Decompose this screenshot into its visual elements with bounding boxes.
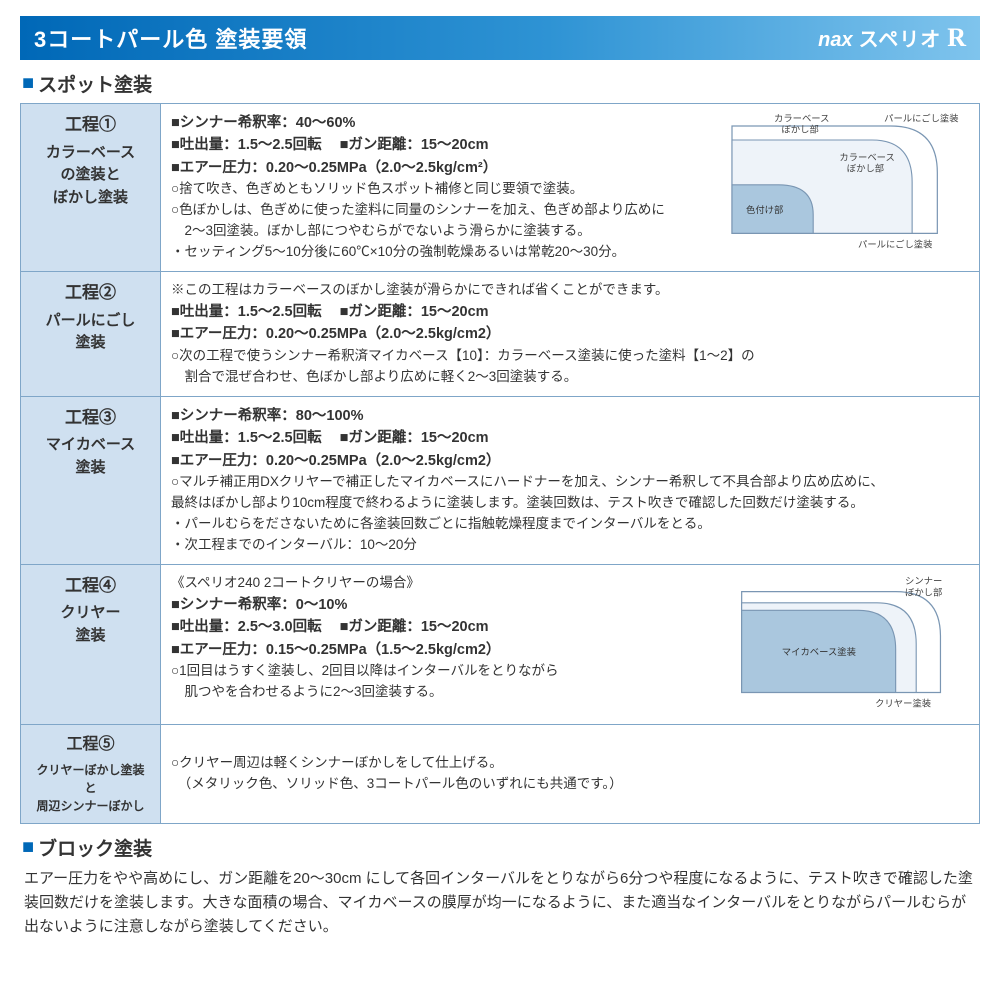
note-line: 割合で混ぜ合わせ、色ぼかし部より広めに軽く2〜3回塗装する。 xyxy=(171,367,969,388)
note-line: （メタリック色、ソリッド色、3コートパール色のいずれにも共通です。） xyxy=(171,774,969,795)
param-line: ■エアー圧力：0.20〜0.25MPa（2.0〜2.5kg/cm2） xyxy=(171,323,969,345)
note-line: ・パールむらをださないために各塗装回数ごとに指触乾燥程度までインターバルをとる。 xyxy=(171,514,969,535)
note-line: ・次工程までのインターバル：10〜20分 xyxy=(171,535,969,556)
note-line: ○捨て吹き、色ぎめともソリッド色スポット補修と同じ要領で塗装。 xyxy=(171,179,709,200)
param-line: ■吐出量：2.5〜3.0回転 xyxy=(171,619,322,635)
step-name: クリヤーぼかし塗装と xyxy=(31,761,150,797)
note-line: 最終はぼかし部より10cm程度で終わるように塗装します。塗装回数は、テスト吹きで… xyxy=(171,493,969,514)
step-name: ぼかし塗装 xyxy=(31,187,150,210)
note-line: 2〜3回塗装。ぼかし部につやむらがでないよう滑らかに塗装する。 xyxy=(171,221,709,242)
note-line: ○マルチ補正用DXクリヤーで補正したマイカベースにハードナーを加え、シンナー希釈… xyxy=(171,472,969,493)
svg-text:カラーベース: カラーベース xyxy=(774,113,830,123)
note-line: 《スペリオ240 2コートクリヤーの場合》 xyxy=(171,573,719,594)
param-line: ■ガン距離：15〜20cm xyxy=(340,619,489,635)
step-name: 塗装 xyxy=(31,625,150,648)
step-name: クリヤー xyxy=(31,602,150,625)
step-name: パールにごし xyxy=(31,310,150,333)
note-line: ○次の工程で使うシンナー希釈済マイカベース【10】：カラーベース塗装に使った塗料… xyxy=(171,346,969,367)
param-line: ■ガン距離：15〜20cm xyxy=(340,430,489,446)
param-line: ■シンナー希釈率：40〜60% xyxy=(171,112,709,134)
brand-nax: nax xyxy=(818,29,852,52)
param-line: ■エアー圧力：0.20〜0.25MPa（2.0〜2.5kg/cm2） xyxy=(171,450,969,472)
step-name: 塗装 xyxy=(31,457,150,480)
section1-text: スポット塗装 xyxy=(38,70,152,97)
param-line: ■エアー圧力：0.20〜0.25MPa（2.0〜2.5kg/cm²） xyxy=(171,157,709,179)
step-number: 工程② xyxy=(31,280,150,306)
step-name: の塗装と xyxy=(31,164,150,187)
svg-text:シンナー: シンナー xyxy=(905,576,942,586)
step3-label: 工程③ マイカベース 塗装 xyxy=(21,396,161,564)
step5-label: 工程⑤ クリヤーぼかし塗装と 周辺シンナーぼかし xyxy=(21,724,161,823)
param-line: ■ガン距離：15〜20cm xyxy=(340,137,489,153)
step4-content: 《スペリオ240 2コートクリヤーの場合》 ■シンナー希釈率：0〜10% ■吐出… xyxy=(161,564,980,724)
svg-text:ぼかし部: ぼかし部 xyxy=(781,124,818,135)
step-number: 工程⑤ xyxy=(31,733,150,757)
table-row: 工程② パールにごし 塗装 ※この工程はカラーベースのぼかし塗装が滑らかにできれ… xyxy=(21,272,980,397)
section-spot-label: ■ スポット塗装 xyxy=(22,70,980,97)
svg-text:クリヤー塗装: クリヤー塗装 xyxy=(875,697,931,708)
block-paint-text: エアー圧力をやや高めにし、ガン距離を20〜30cm にして各回インターバルをとり… xyxy=(20,867,980,939)
svg-text:ぼかし部: ぼかし部 xyxy=(847,163,884,174)
step-name: マイカベース xyxy=(31,434,150,457)
header-bar: 3コートパール色 塗装要領 nax スペリオ R xyxy=(20,16,980,60)
square-icon: ■ xyxy=(22,836,34,859)
step4-label: 工程④ クリヤー 塗装 xyxy=(21,564,161,724)
param-line: ■吐出量：1.5〜2.5回転 xyxy=(171,430,322,446)
table-row: 工程③ マイカベース 塗装 ■シンナー希釈率：80〜100% ■吐出量：1.5〜… xyxy=(21,396,980,564)
brand-sub: スペリオ xyxy=(859,23,942,52)
step5-content: ○クリヤー周辺は軽くシンナーぼかしをして仕上げる。 （メタリック色、ソリッド色、… xyxy=(161,724,980,823)
param-line: ■吐出量：1.5〜2.5回転 xyxy=(171,304,322,320)
step-number: 工程① xyxy=(31,112,150,138)
svg-text:色付け部: 色付け部 xyxy=(746,204,783,215)
step1-content: ■シンナー希釈率：40〜60% ■吐出量：1.5〜2.5回転 ■ガン距離：15〜2… xyxy=(161,104,980,272)
step-number: 工程③ xyxy=(31,405,150,431)
note-line: 肌つやを合わせるように2〜3回塗装する。 xyxy=(171,682,719,703)
table-row: 工程① カラーベース の塗装と ぼかし塗装 ■シンナー希釈率：40〜60% ■吐… xyxy=(21,104,980,272)
svg-text:マイカベース塗装: マイカベース塗装 xyxy=(782,646,856,657)
svg-text:ぼかし部: ぼかし部 xyxy=(905,586,942,597)
note-line: ○クリヤー周辺は軽くシンナーぼかしをして仕上げる。 xyxy=(171,753,969,774)
step2-label: 工程② パールにごし 塗装 xyxy=(21,272,161,397)
note-line: ○1回目はうすく塗装し、2回目以降はインターバルをとりながら xyxy=(171,661,719,682)
diagram-2: シンナー ぼかし部 マイカベース塗装 クリヤー塗装 xyxy=(729,573,969,716)
table-row: 工程④ クリヤー 塗装 《スペリオ240 2コートクリヤーの場合》 ■シンナー希… xyxy=(21,564,980,724)
note-line: ○色ぼかしは、色ぎめに使った塗料に同量のシンナーを加え、色ぎめ部より広めに xyxy=(171,200,709,221)
process-table: 工程① カラーベース の塗装と ぼかし塗装 ■シンナー希釈率：40〜60% ■吐… xyxy=(20,103,980,824)
diagram-1: カラーベース ぼかし部 パールにごし塗装 カラーベース ぼかし部 色付け部 パー… xyxy=(719,112,969,263)
step2-content: ※この工程はカラーベースのぼかし塗装が滑らかにできれば省くことができます。 ■吐… xyxy=(161,272,980,397)
svg-text:パールにごし塗装: パールにごし塗装 xyxy=(858,238,932,249)
step-name: カラーベース xyxy=(31,142,150,165)
step-name: 塗装 xyxy=(31,332,150,355)
table-row: 工程⑤ クリヤーぼかし塗装と 周辺シンナーぼかし ○クリヤー周辺は軽くシンナーぼ… xyxy=(21,724,980,823)
step-number: 工程④ xyxy=(31,573,150,599)
note-line: ※この工程はカラーベースのぼかし塗装が滑らかにできれば省くことができます。 xyxy=(171,280,969,301)
svg-text:カラーベース: カラーベース xyxy=(839,153,895,163)
param-line: ■シンナー希釈率：80〜100% xyxy=(171,405,969,427)
step1-label: 工程① カラーベース の塗装と ぼかし塗装 xyxy=(21,104,161,272)
param-line: ■エアー圧力：0.15〜0.25MPa（1.5〜2.5kg/cm2） xyxy=(171,639,719,661)
svg-text:パールにごし塗装: パールにごし塗装 xyxy=(884,112,958,123)
step3-content: ■シンナー希釈率：80〜100% ■吐出量：1.5〜2.5回転 ■ガン距離：15〜… xyxy=(161,396,980,564)
param-line: ■ガン距離：15〜20cm xyxy=(340,304,489,320)
step-name: 周辺シンナーぼかし xyxy=(31,797,150,815)
brand: nax スペリオ R xyxy=(818,23,966,53)
param-line: ■吐出量：1.5〜2.5回転 xyxy=(171,137,322,153)
section2-text: ブロック塗装 xyxy=(38,834,152,861)
square-icon: ■ xyxy=(22,72,34,95)
note-line: ・セッティング5〜10分後に60℃×10分の強制乾燥あるいは常乾20〜30分。 xyxy=(171,242,709,263)
brand-r: R xyxy=(947,23,966,53)
param-line: ■シンナー希釈率：0〜10% xyxy=(171,594,719,616)
section-block-label: ■ ブロック塗装 xyxy=(22,834,980,861)
page-title: 3コートパール色 塗装要領 xyxy=(34,22,307,54)
